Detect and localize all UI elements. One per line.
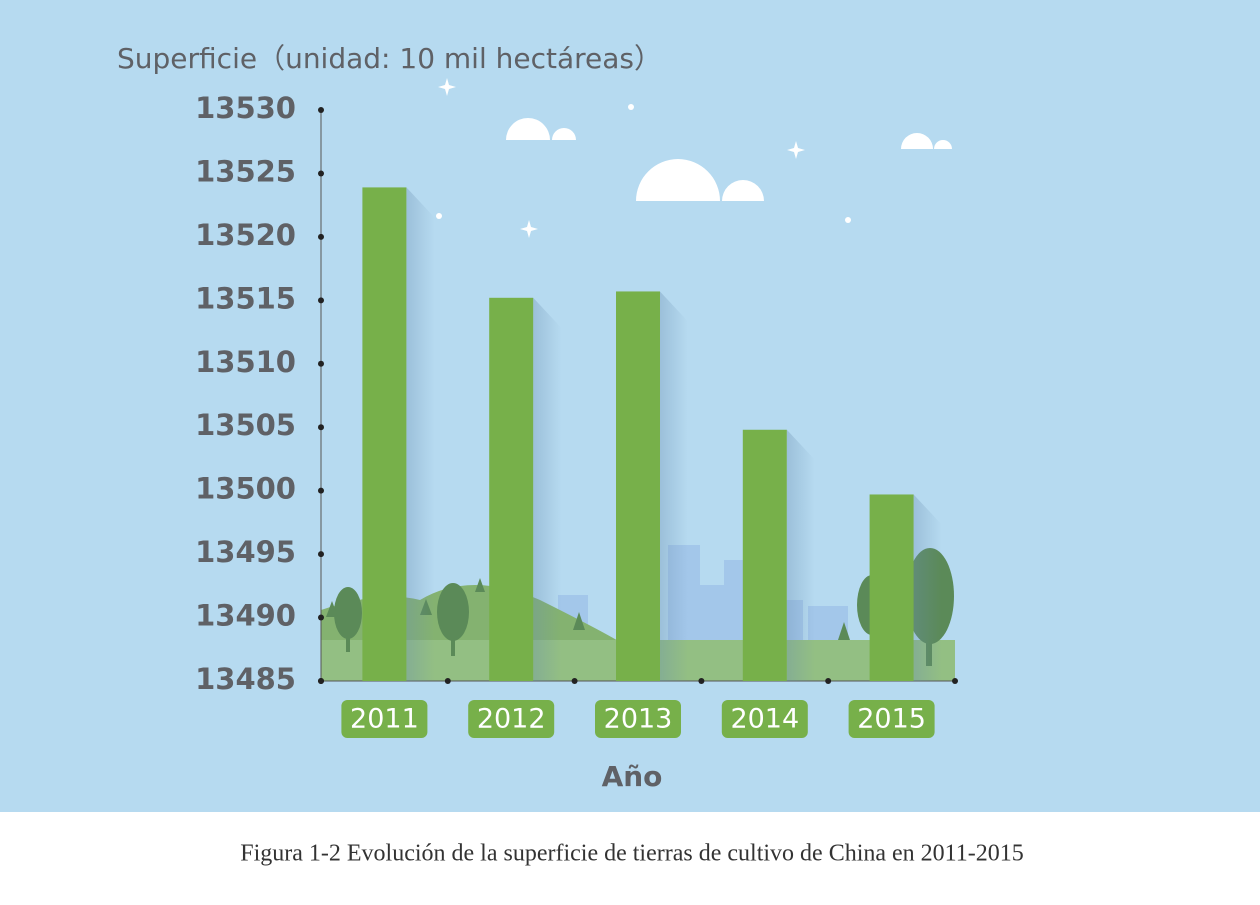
x-tick <box>444 678 451 684</box>
y-tick <box>318 614 324 621</box>
bar-shadow <box>913 494 942 681</box>
x-tick <box>952 678 958 684</box>
y-tick <box>318 233 324 240</box>
x-tick-label: 2011 <box>350 704 419 735</box>
x-tick <box>318 678 324 684</box>
bar <box>489 297 534 681</box>
bar <box>616 291 660 681</box>
caption: Figura 1-2 Evolución de la superficie de… <box>240 841 1024 867</box>
bar <box>362 187 407 681</box>
x-tick-label: 2012 <box>477 704 546 735</box>
y-tick-label: 13505 <box>195 408 296 442</box>
y-tick-label: 13495 <box>195 535 296 569</box>
y-tick-label: 13490 <box>195 599 296 633</box>
x-tick <box>571 678 578 684</box>
y-tick-label: 13525 <box>195 154 296 188</box>
y-tick <box>318 360 324 367</box>
y-tick-label: 13520 <box>195 218 296 252</box>
bar-shadow <box>533 297 562 681</box>
y-tick-label: 13530 <box>195 91 296 125</box>
x-tick-label-bg <box>721 700 808 738</box>
bar-shadow <box>660 291 688 681</box>
y-axis-title: Superficie（unidad: 10 mil hectáreas） <box>117 42 662 75</box>
x-tick-label: 2013 <box>604 704 673 735</box>
x-tick-label-bg <box>341 700 428 738</box>
x-tick-label-bg <box>468 700 555 738</box>
bar <box>869 494 914 681</box>
x-tick-label-bg <box>595 700 681 738</box>
bar-shadow <box>786 429 815 681</box>
bar-shadow <box>406 187 435 681</box>
y-tick <box>318 297 324 304</box>
y-tick <box>318 487 324 494</box>
y-tick-label: 13515 <box>195 281 296 315</box>
bar <box>742 429 787 681</box>
y-tick-label: 13510 <box>195 345 296 379</box>
x-tick-label: 2014 <box>730 704 799 735</box>
y-tick-label: 13485 <box>195 662 296 696</box>
x-tick-label-bg <box>848 700 935 738</box>
x-tick <box>698 678 705 684</box>
x-tick <box>825 678 832 684</box>
y-tick-label: 13500 <box>195 472 296 506</box>
y-tick <box>318 424 324 431</box>
x-tick-label: 2015 <box>857 704 926 735</box>
y-tick <box>318 170 324 177</box>
y-tick <box>318 107 324 113</box>
y-tick <box>318 551 324 558</box>
x-axis-title: Año <box>602 760 663 793</box>
